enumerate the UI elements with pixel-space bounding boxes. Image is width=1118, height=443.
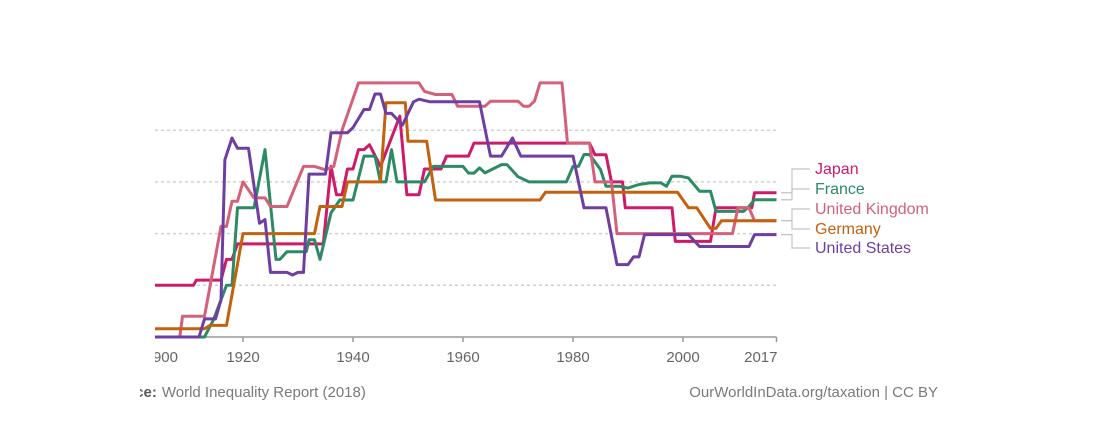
legend-label-germany: Germany — [815, 221, 881, 238]
source-label: Source: — [101, 384, 157, 401]
series-line-united-kingdom — [155, 81, 777, 339]
legend-connector-united-kingdom — [781, 208, 810, 222]
legend-label-france: France — [815, 181, 865, 198]
x-axis: 1900 1920 1940 1960 1980 2000 2017 — [145, 336, 778, 366]
legend-connector-japan — [781, 168, 810, 194]
x-tick-label-1900: 1900 — [145, 349, 178, 366]
source-note: Source: World Inequality Report (2018) — [101, 384, 366, 401]
legend-label-united-kingdom: United Kingdom — [815, 201, 929, 218]
legend-connector-united-states — [781, 234, 810, 249]
series-line-japan — [155, 114, 777, 287]
legend-connector-germany — [781, 220, 810, 230]
series-line-germany — [155, 101, 777, 331]
x-tick-label-2000: 2000 — [666, 349, 699, 366]
legend-connector-france — [781, 188, 810, 201]
credit-link[interactable]: OurWorldInData.org/taxation | CC BY — [689, 384, 938, 401]
x-tick-label-1960: 1960 — [446, 349, 479, 366]
legend-label-united-states: United States — [815, 240, 911, 257]
x-tick-label-1980: 1980 — [556, 349, 589, 366]
legend-label-japan: Japan — [815, 161, 859, 178]
series-line-united-states — [155, 92, 777, 339]
footer: Source: World Inequality Report (2018) Ou… — [101, 384, 938, 401]
series-line-france — [155, 148, 777, 339]
series-lines — [155, 81, 777, 339]
x-tick-label-1920: 1920 — [226, 349, 259, 366]
x-tick-label-1940: 1940 — [336, 349, 369, 366]
legend: Japan France United Kingdom Germany United S… — [781, 161, 929, 257]
source-text: World Inequality Report (2018) — [162, 384, 366, 401]
x-tick-label-2017: 2017 — [744, 349, 777, 366]
